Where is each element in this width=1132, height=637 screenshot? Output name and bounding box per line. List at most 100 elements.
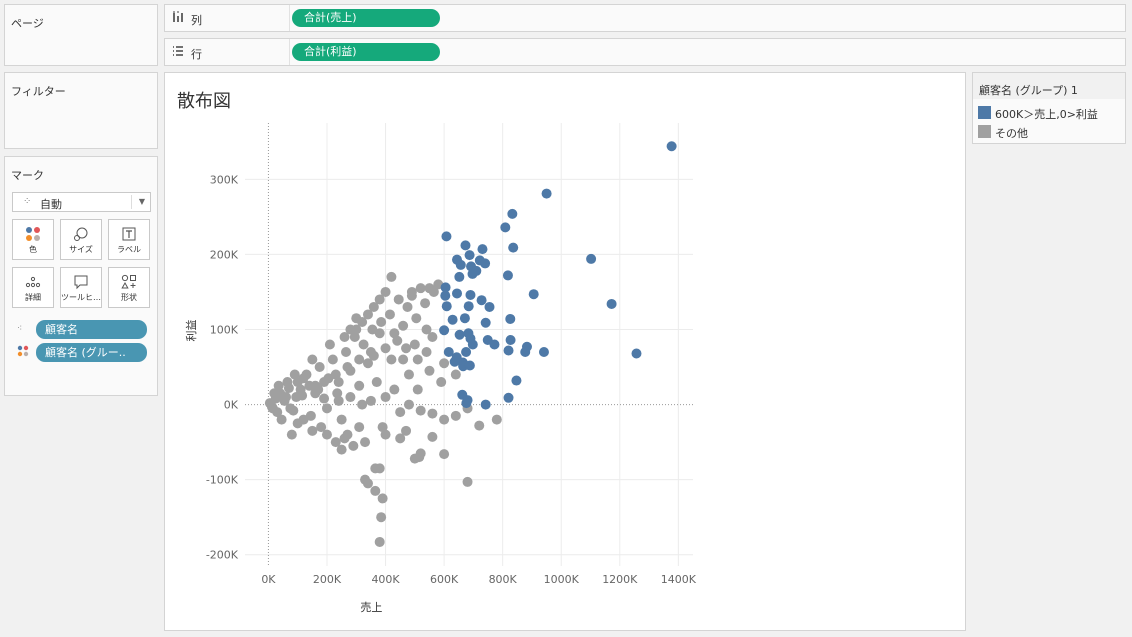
data-point — [441, 231, 452, 242]
data-point — [386, 354, 397, 365]
data-point — [345, 324, 356, 335]
columns-pill-label: 合計(売上) — [304, 11, 357, 24]
color-icon — [17, 345, 29, 360]
data-point — [321, 403, 332, 414]
x-tick-label: 1200K — [602, 573, 638, 586]
data-point — [376, 512, 387, 523]
data-point — [450, 369, 461, 380]
x-tick-label: 600K — [430, 573, 459, 586]
data-point — [439, 449, 450, 460]
data-point — [480, 258, 491, 269]
y-axis-label: 利益 — [184, 319, 198, 341]
data-point — [324, 339, 335, 350]
data-point — [339, 331, 350, 342]
columns-pill[interactable]: 合計(売上) — [292, 9, 440, 27]
data-point — [586, 253, 597, 264]
x-axis-label: 売上 — [360, 601, 382, 614]
label-button[interactable]: ラベル — [108, 219, 150, 260]
data-point — [380, 343, 391, 354]
data-point — [505, 313, 516, 324]
data-point — [502, 270, 513, 281]
data-point — [439, 414, 450, 425]
legend-swatch-gray — [978, 125, 991, 138]
data-point — [508, 242, 519, 253]
x-tick-label: 400K — [371, 573, 400, 586]
rows-icon — [172, 45, 184, 60]
data-point — [280, 392, 291, 403]
data-point — [374, 294, 385, 305]
data-point — [511, 375, 522, 386]
size-button[interactable]: サイズ — [60, 219, 102, 260]
data-point — [421, 324, 432, 335]
data-point — [389, 384, 400, 395]
y-tick-label: 100K — [210, 323, 239, 336]
chart-points — [264, 141, 677, 547]
data-point — [436, 377, 447, 388]
data-point — [474, 420, 485, 431]
detail-icon: ⁖ — [17, 324, 23, 334]
data-point — [538, 347, 549, 358]
data-point — [480, 317, 491, 328]
marks-card: マーク ⁘ 自動 ▼ 色 サイズ ラベル — [4, 156, 158, 396]
tooltip-button[interactable]: ツールヒ… — [60, 267, 102, 308]
legend-item-label: その他 — [995, 127, 1028, 140]
columns-shelf[interactable]: 列 合計(売上) — [164, 4, 1126, 32]
view-panel: 散布図 300K 200K 100K 0K -100K -200K 0K 200K 400K 6… — [164, 72, 966, 631]
data-point — [374, 536, 385, 547]
field-pill-customer-group[interactable]: 顧客名 (グルー.. — [36, 343, 147, 362]
detail-button[interactable]: 詳細 — [12, 267, 54, 308]
data-point — [357, 399, 368, 410]
y-axis-ticks: 300K 200K 100K 0K -100K -200K — [206, 173, 239, 561]
columns-icon — [172, 11, 184, 26]
data-point — [380, 392, 391, 403]
data-point — [393, 294, 404, 305]
data-point — [362, 309, 373, 320]
dropdown-separator — [131, 195, 132, 209]
tooltip-button-label: ツールヒ… — [61, 293, 101, 302]
data-point — [406, 290, 417, 301]
data-point — [503, 345, 514, 356]
data-point — [666, 141, 677, 152]
zero-lines — [245, 123, 693, 566]
size-icon — [61, 226, 101, 242]
x-tick-label: 1400K — [661, 573, 697, 586]
filters-panel[interactable]: フィルター — [4, 72, 158, 149]
data-point — [384, 309, 395, 320]
data-point — [464, 360, 475, 371]
x-tick-label: 800K — [489, 573, 518, 586]
legend-header — [973, 73, 1125, 99]
data-point — [395, 407, 406, 418]
data-point — [427, 331, 438, 342]
data-point — [392, 335, 403, 346]
data-point — [398, 354, 409, 365]
mark-type-dropdown[interactable]: ⁘ 自動 ▼ — [12, 192, 151, 212]
y-tick-label: 300K — [210, 173, 239, 186]
data-point — [389, 328, 400, 339]
shape-button[interactable]: 形状 — [108, 267, 150, 308]
mark-type-value: 自動 — [40, 198, 62, 211]
color-legend[interactable]: 顧客名 (グループ) 1 600K＞売上,0>利益 その他 — [972, 72, 1126, 144]
data-point — [424, 365, 435, 376]
color-button[interactable]: 色 — [12, 219, 54, 260]
data-point — [368, 301, 379, 312]
rows-pill[interactable]: 合計(利益) — [292, 43, 440, 61]
pages-panel[interactable]: ページ — [4, 4, 158, 66]
shape-button-label: 形状 — [121, 293, 137, 302]
data-point — [348, 440, 359, 451]
data-point — [371, 377, 382, 388]
rows-pill-label: 合計(利益) — [304, 45, 357, 58]
data-point — [465, 289, 476, 300]
rows-shelf[interactable]: 行 合計(利益) — [164, 38, 1126, 66]
data-point — [460, 240, 471, 251]
scatter-chart[interactable]: 300K 200K 100K 0K -100K -200K 0K 200K 400K 600K 8… — [165, 73, 965, 630]
data-point — [398, 320, 409, 331]
data-point — [462, 476, 473, 487]
data-point — [489, 339, 500, 350]
field-pill-customer[interactable]: 顧客名 — [36, 320, 147, 339]
data-point — [420, 298, 431, 309]
data-point — [427, 431, 438, 442]
data-point — [395, 433, 406, 444]
data-point — [380, 286, 391, 297]
data-point — [313, 384, 324, 395]
data-point — [476, 295, 487, 306]
